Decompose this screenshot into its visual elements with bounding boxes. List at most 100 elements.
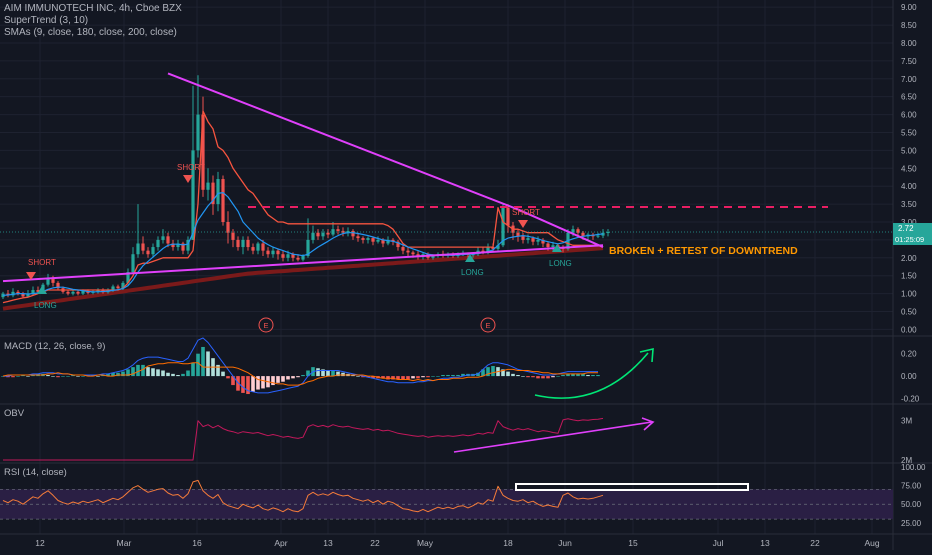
macd-histogram-bar [366, 376, 370, 378]
macd-histogram-bar [476, 372, 480, 377]
macd-histogram-bar [516, 374, 520, 377]
candle-body [521, 236, 525, 240]
macd-histogram-bar [156, 369, 160, 377]
candle-body [291, 254, 295, 258]
obv-line [3, 417, 604, 461]
macd-histogram-bar [136, 364, 140, 377]
candle-body [26, 293, 30, 297]
candle-body [551, 245, 555, 248]
macd-pane-label[interactable]: MACD (12, 26, close, 9) [4, 341, 106, 352]
x-tick-label: 15 [628, 538, 638, 548]
candle-body [201, 114, 205, 190]
candle-body [576, 229, 580, 233]
candle-body [226, 222, 230, 233]
candle-body [71, 291, 75, 294]
candle-body [216, 179, 220, 205]
uptrend-trendline [2, 244, 604, 283]
long-marker-2 [465, 254, 475, 262]
macd-histogram-bar [591, 374, 595, 377]
long-label-3: LONG [549, 259, 572, 268]
price-tick-label: 0.00 [901, 325, 917, 334]
candle-body [351, 230, 355, 237]
macd-histogram-bar [561, 374, 565, 377]
macd-histogram-bar [531, 376, 535, 378]
candle-body [491, 247, 495, 249]
rsi-pane-label[interactable]: RSI (14, close) [4, 467, 67, 478]
x-tick-label: Aug [864, 538, 879, 548]
indicator-lines-layer [0, 110, 893, 304]
macd-histogram-bar [441, 374, 445, 377]
x-tick-label: Jun [558, 538, 572, 548]
macd-arrow-head [639, 347, 654, 363]
macd-histogram-bar [486, 367, 490, 377]
macd-histogram-bar [446, 374, 450, 377]
macd-histogram-bar [411, 376, 415, 379]
macd-histogram-bar [196, 353, 200, 377]
earnings-marker-2[interactable] [480, 317, 496, 333]
macd-histogram-bar [186, 370, 190, 377]
sma-200-layer [2, 246, 604, 311]
macd-histogram-bar [181, 373, 185, 377]
macd-histogram-bar [351, 374, 355, 377]
breakout-callout: BROKEN + RETEST OF DOWNTREND [609, 245, 798, 257]
short-marker-3 [518, 220, 528, 228]
macd-histogram-bar [271, 376, 275, 386]
candle-body [321, 232, 325, 237]
candle-body [286, 254, 290, 258]
macd-histogram-bar [256, 376, 260, 390]
macd-histogram-bar [191, 362, 195, 377]
last-price-value: 2.72 [898, 224, 914, 233]
macd-histogram-bar [386, 376, 390, 380]
candle-body [366, 238, 370, 240]
candle-body [271, 250, 275, 255]
macd-histogram-bar [76, 376, 80, 377]
last-price-badge [893, 223, 932, 245]
price-tick-label: 4.50 [901, 164, 917, 173]
macd-histogram-bar [51, 376, 55, 377]
macd-histogram-bar [356, 376, 360, 377]
x-tick-label: 13 [760, 538, 770, 548]
macd-histogram-bar [331, 370, 335, 377]
x-tick-label: 22 [810, 538, 820, 548]
candle-body [296, 257, 300, 260]
macd-histogram-bar [491, 366, 495, 377]
obv-pane-label[interactable]: OBV [4, 408, 25, 419]
price-tick-label: 0.50 [901, 308, 917, 317]
candle-body [496, 245, 500, 249]
rsi-line [2, 479, 604, 513]
macd-histogram-bar [481, 369, 485, 377]
macd-histogram-bar [506, 371, 510, 377]
x-tick-label: Mar [117, 538, 132, 548]
candle-body [356, 236, 360, 239]
price-tick-label: 3.00 [901, 218, 917, 227]
x-tick-label: Jul [713, 538, 724, 548]
candle-body [541, 239, 545, 244]
macd-histogram-bar [81, 376, 85, 377]
macd-histogram-bar [401, 376, 405, 380]
candle-body [36, 290, 40, 292]
price-tick-label: 3.50 [901, 200, 917, 209]
long-marker-1 [37, 286, 47, 294]
macd-histogram-bar [116, 372, 120, 377]
candle-body [406, 250, 410, 253]
rsi-band [0, 488, 893, 520]
candle-body [381, 239, 385, 244]
main-legend[interactable]: AIM IMMUNOTECH INC, 4h, Cboe BZX SuperTr… [4, 3, 182, 39]
candle-body [1, 293, 5, 298]
obv-tick-label: 3M [901, 417, 912, 426]
candle-body [486, 247, 490, 253]
macd-histogram-bar [436, 376, 440, 377]
macd-histogram-bar [541, 376, 545, 379]
macd-histogram-bar [391, 376, 395, 380]
macd-histogram-bar [11, 376, 15, 378]
candle-body [116, 286, 120, 289]
macd-histogram-bar [221, 371, 225, 377]
earnings-marker-1[interactable] [258, 317, 274, 333]
macd-histogram-bar [336, 371, 340, 377]
candle-body [56, 282, 60, 289]
candle-body [121, 282, 125, 289]
